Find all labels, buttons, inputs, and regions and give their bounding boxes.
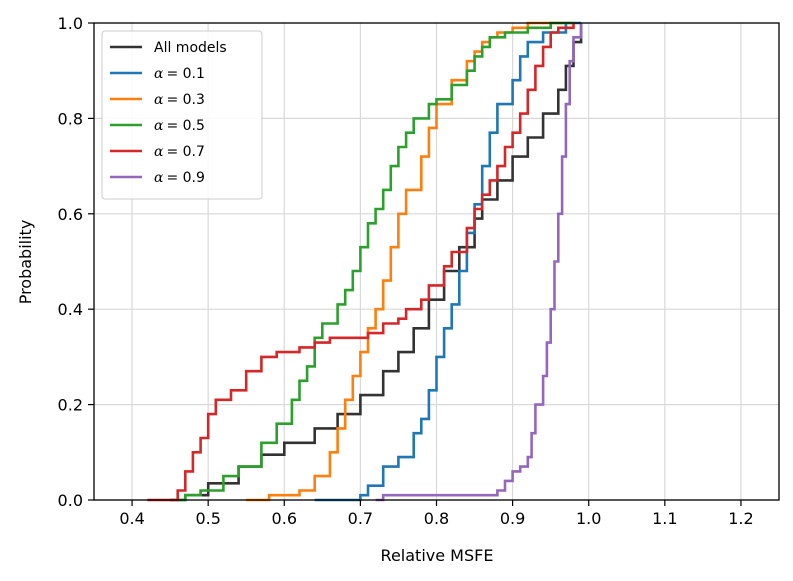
y-tick-label: 0.0 <box>58 491 83 510</box>
legend-alpha-symbol: α <box>154 170 164 186</box>
series-line-2 <box>246 21 566 502</box>
series-line-1 <box>314 21 582 502</box>
series-group <box>147 21 583 502</box>
legend-label: α = 0.1 <box>154 66 205 82</box>
legend-series-name: All models <box>154 40 227 56</box>
y-tick-label: 0.6 <box>58 205 83 224</box>
y-axis-title: Probability <box>16 220 35 305</box>
y-tick-label: 0.8 <box>58 109 83 128</box>
x-tick-label: 1.2 <box>728 509 753 528</box>
x-axis-title: Relative MSFE <box>381 546 494 565</box>
legend-alpha-value: = 0.3 <box>166 92 204 108</box>
y-tick-label: 0.4 <box>58 300 83 319</box>
x-tick-label: 0.8 <box>424 509 449 528</box>
y-tick-label: 0.2 <box>58 396 83 415</box>
x-tick-label: 0.6 <box>272 509 297 528</box>
x-tick-label: 0.5 <box>195 509 220 528</box>
axis-ticks: 0.4 0.5 0.6 0.7 0.8 0.9 1.0 1.1 1.2 0.0 0.2 0.4 0.6 0… <box>58 14 754 528</box>
x-tick-label: 1.1 <box>652 509 677 528</box>
legend-label: All models <box>154 40 227 56</box>
legend-alpha-value: = 0.7 <box>166 144 204 160</box>
legend-alpha-symbol: α <box>154 66 164 82</box>
series-line-4 <box>147 23 575 502</box>
legend-label: α = 0.5 <box>154 118 205 134</box>
legend-alpha-symbol: α <box>154 92 164 108</box>
legend-alpha-value: = 0.5 <box>166 118 204 134</box>
legend-label: α = 0.3 <box>154 92 205 108</box>
series-line-5 <box>375 23 583 502</box>
legend-label: α = 0.9 <box>154 170 205 186</box>
legend-alpha-symbol: α <box>154 118 164 134</box>
x-tick-label: 0.9 <box>500 509 525 528</box>
x-tick-label: 0.4 <box>119 509 144 528</box>
series-line-3 <box>177 21 574 502</box>
legend-alpha-symbol: α <box>154 144 164 160</box>
legend-alpha-value: = 0.1 <box>166 66 204 82</box>
legend-alpha-value: = 0.9 <box>166 170 204 186</box>
legend-label: α = 0.7 <box>154 144 205 160</box>
y-tick-label: 1.0 <box>58 14 83 33</box>
x-tick-label: 1.0 <box>576 509 601 528</box>
x-tick-label: 0.7 <box>348 509 373 528</box>
